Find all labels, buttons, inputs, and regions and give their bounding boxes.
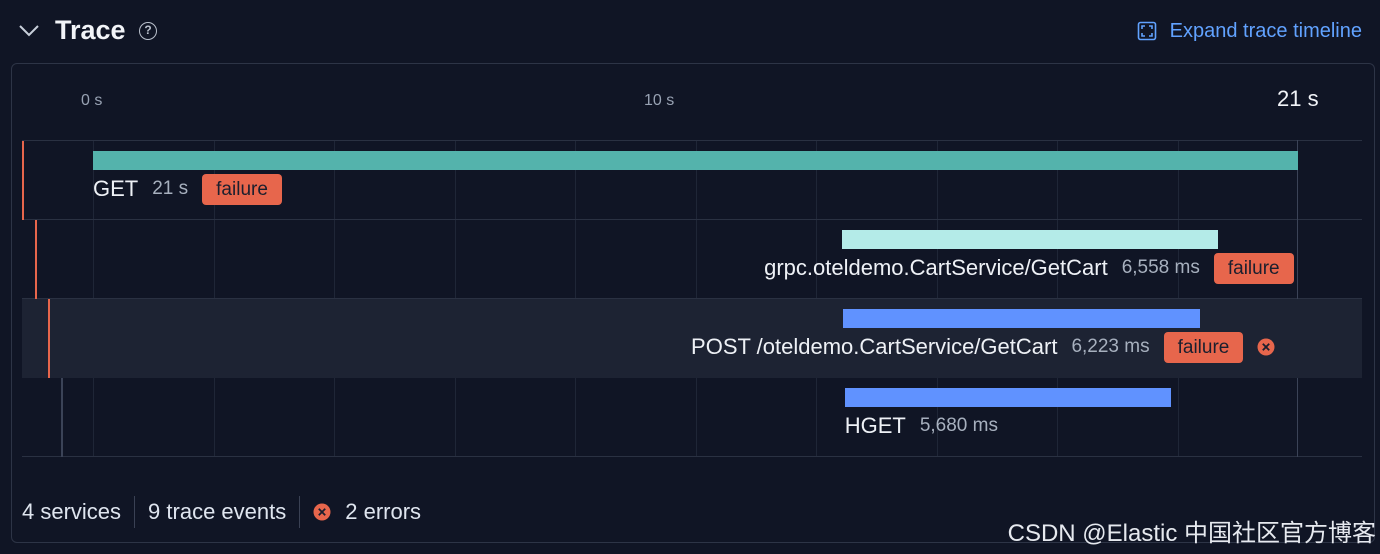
span-duration: 21 s <box>152 178 189 199</box>
span-name: HGET <box>844 413 906 438</box>
span-label: HGET 5,680 ms <box>845 411 1012 441</box>
trace-events-count: 9 trace events <box>148 499 287 524</box>
status-badge: failure <box>202 173 282 205</box>
status-badge: failure <box>1213 252 1294 284</box>
axis-mid-label: 10 s <box>644 92 675 109</box>
section-title: Trace <box>55 15 126 45</box>
row-divider <box>22 456 1362 457</box>
divider <box>299 496 301 528</box>
watermark: CSDN @Elastic 中国社区官方博客 <box>1007 520 1376 547</box>
span-bar[interactable] <box>844 388 1171 407</box>
span-name: grpc.oteldemo.CartService/GetCart <box>764 255 1108 280</box>
span-label: GET 21 s failure <box>93 173 282 205</box>
question-circle-icon[interactable]: ? <box>139 22 157 40</box>
services-count: 4 services <box>22 499 122 524</box>
expand-trace-timeline-label: Expand trace timeline <box>1169 19 1362 42</box>
span-depth-rail <box>22 141 24 220</box>
axis-start-label: 0 s <box>81 92 103 109</box>
span-depth-rail <box>48 299 50 378</box>
span-label: grpc.oteldemo.CartService/GetCart 6,558 m… <box>764 252 1294 284</box>
row-divider <box>22 298 1362 299</box>
expand-trace-timeline-button[interactable]: Expand trace timeline <box>1137 17 1362 45</box>
span-name: POST /oteldemo.CartService/GetCart <box>691 334 1058 359</box>
span-bar[interactable] <box>93 151 1298 170</box>
expand-frame-icon <box>1137 21 1156 41</box>
span-bar[interactable] <box>841 230 1219 249</box>
errors-count-label: 2 errors <box>345 499 422 524</box>
chevron-down-icon[interactable] <box>18 21 40 39</box>
row-divider <box>22 140 1362 141</box>
error-circle-icon[interactable] <box>1257 338 1275 356</box>
status-badge: failure <box>1163 331 1244 363</box>
span-depth-rail <box>61 378 63 457</box>
axis-end-label: 21 s <box>1277 86 1319 111</box>
trace-header: Trace ? Expand trace timeline <box>0 0 1380 62</box>
divider <box>134 496 136 528</box>
span-duration: 6,558 ms <box>1121 257 1200 278</box>
span-bar[interactable] <box>842 309 1201 328</box>
span-row[interactable]: grpc.oteldemo.CartService/GetCart 6,558 m… <box>22 220 1362 299</box>
timeline-end-line <box>1297 140 1298 457</box>
span-row[interactable]: POST /oteldemo.CartService/GetCart 6,223 … <box>22 299 1362 378</box>
row-divider <box>22 219 1362 220</box>
trace-summary: 4 services 9 trace events 2 errors <box>22 495 421 529</box>
waterfall-timeline: GET 21 s failure grpc.oteldemo.CartService/… <box>22 140 1362 457</box>
span-depth-rail <box>35 220 37 299</box>
span-row[interactable]: HGET 5,680 ms <box>22 378 1362 457</box>
error-circle-icon <box>313 503 331 521</box>
span-duration: 6,223 ms <box>1071 336 1150 357</box>
span-name: GET <box>93 176 139 201</box>
span-duration: 5,680 ms <box>919 415 998 436</box>
span-row[interactable]: GET 21 s failure <box>22 141 1362 220</box>
errors-count[interactable]: 2 errors <box>313 499 421 525</box>
span-label: POST /oteldemo.CartService/GetCart 6,223 … <box>691 331 1275 363</box>
